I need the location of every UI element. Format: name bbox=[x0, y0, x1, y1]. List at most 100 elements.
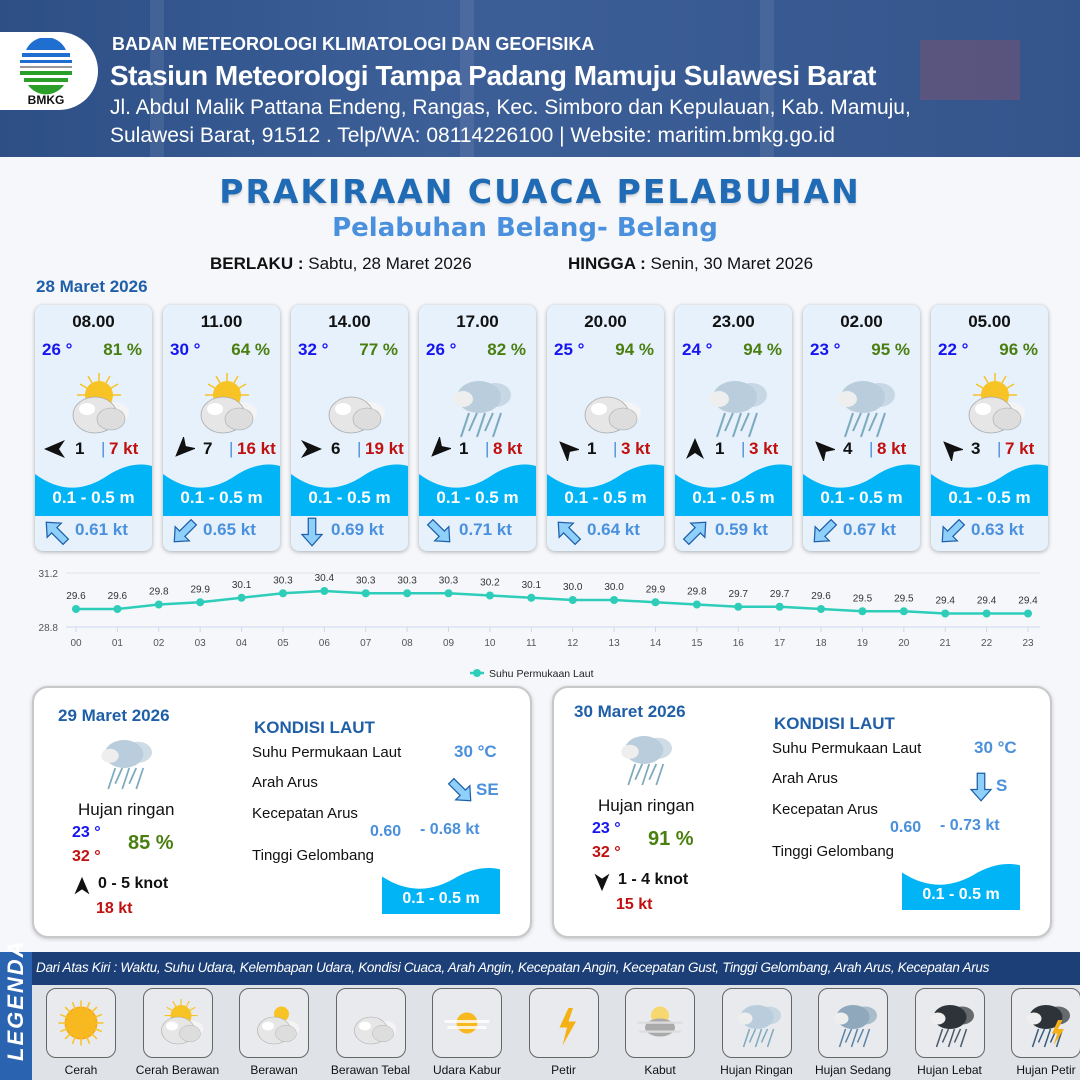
wind-speed: 1 bbox=[459, 439, 469, 458]
x-tick-label: 14 bbox=[650, 638, 662, 649]
gust-speed: 19 kt bbox=[365, 439, 404, 458]
legend-label: Hujan Ringan bbox=[720, 1063, 793, 1077]
x-tick-label: 19 bbox=[857, 638, 869, 649]
wind-speed: 1 bbox=[75, 439, 85, 458]
weather-condition bbox=[439, 365, 519, 445]
legend-title: LEGENDA bbox=[3, 939, 28, 1061]
wave-height: 0.1 - 0.5 m bbox=[436, 488, 519, 507]
header-banner: BMKG BADAN METEOROLOGI KLIMATOLOGI DAN G… bbox=[0, 0, 1080, 157]
sea-condition-heading: KONDISI LAUT bbox=[774, 714, 895, 733]
weather-condition bbox=[609, 722, 679, 797]
hujan-sedang-icon bbox=[833, 1005, 877, 1048]
wind-direction-icon bbox=[686, 438, 704, 459]
forecast-card: 05.00 22 ° 96 % 3 | 7 kt 0.1 - 0.5 m 0.6… bbox=[931, 305, 1048, 551]
humidity: 85 % bbox=[128, 832, 174, 854]
data-point bbox=[320, 587, 329, 595]
valid-from-label: BERLAKU : bbox=[210, 254, 304, 273]
sea-surface-temperature-chart: 31.2 28.8 29.6 00 29.6 01 29.8 02 29.9 03 30.1 04 30… bbox=[39, 569, 1040, 680]
air-temperature: 30 ° bbox=[170, 340, 201, 359]
gust-speed: 15 kt bbox=[616, 896, 653, 913]
wave-graphic bbox=[902, 860, 1020, 910]
data-point bbox=[734, 602, 743, 611]
berawan-icon bbox=[257, 1006, 300, 1045]
gust-speed: 3 kt bbox=[749, 439, 779, 458]
bmkg-logo: BMKG bbox=[0, 32, 98, 110]
wave-shape bbox=[163, 464, 280, 516]
data-point bbox=[692, 600, 701, 609]
x-tick-label: 18 bbox=[815, 638, 827, 649]
data-label: 30.2 bbox=[480, 578, 500, 589]
forecast-card: 14.00 32 ° 77 % 6 | 19 kt 0.1 - 0.5 m 0.… bbox=[291, 305, 408, 551]
data-label: 30.4 bbox=[315, 573, 335, 584]
wave-shape bbox=[675, 464, 792, 516]
wave-height: 0.1 - 0.5 m bbox=[308, 488, 391, 507]
wave-height: 0.1 - 0.5 m bbox=[948, 488, 1031, 507]
wave-graphic bbox=[35, 460, 152, 516]
forecast-card: 17.00 26 ° 82 % 1 | 8 kt 0.1 - 0.5 m 0.7… bbox=[419, 305, 536, 551]
separator: | bbox=[997, 439, 1002, 458]
data-label: 30.3 bbox=[397, 575, 417, 586]
gust-speed: 3 kt bbox=[621, 439, 651, 458]
data-point bbox=[361, 589, 370, 598]
humidity: 64 % bbox=[231, 340, 270, 359]
valid-to-label: HINGGA : bbox=[568, 254, 646, 273]
air-temperature: 23 ° bbox=[810, 340, 841, 359]
valid-from-date: Sabtu, 28 Maret 2026 bbox=[308, 254, 472, 273]
wind-info: 4 | 8 kt bbox=[809, 437, 917, 461]
udara-kabur-icon bbox=[444, 1012, 490, 1034]
wind-info: 3 | 7 kt bbox=[937, 437, 1045, 461]
valid-from: BERLAKU : Sabtu, 28 Maret 2026 bbox=[210, 254, 472, 274]
gust-speed: 7 kt bbox=[1005, 439, 1035, 458]
legend-label: Petir bbox=[551, 1063, 576, 1077]
forecast-card: 08.00 26 ° 81 % 1 | 7 kt 0.1 - 0.5 m 0.6… bbox=[35, 305, 152, 551]
wind-info: 1 | 3 kt bbox=[681, 437, 789, 461]
current-speed-label: Kecepatan Arus bbox=[252, 805, 358, 822]
current-direction bbox=[41, 517, 71, 551]
logo-text: BMKG bbox=[28, 93, 65, 107]
sea-condition-heading: KONDISI LAUT bbox=[254, 718, 375, 737]
legend-side-label: LEGENDA bbox=[0, 939, 32, 1080]
wave-height: 0.1 - 0.5 m bbox=[564, 488, 647, 507]
legend-icon-box bbox=[914, 988, 985, 1058]
wind-speed: 1 bbox=[715, 439, 725, 458]
data-point bbox=[1024, 609, 1032, 618]
hujan-ringan-icon bbox=[101, 740, 152, 790]
forecast-time: 23.00 bbox=[712, 312, 755, 331]
data-point bbox=[113, 605, 122, 613]
day-date: 30 Maret 2026 bbox=[574, 702, 686, 721]
data-label: 29.4 bbox=[1018, 596, 1038, 607]
wind-speed: 4 bbox=[843, 439, 853, 458]
cerah-berawan-icon bbox=[72, 373, 129, 434]
wave-graphic bbox=[547, 460, 664, 516]
forecast-time: 02.00 bbox=[840, 312, 883, 331]
legend-label: Suhu Permukaan Laut bbox=[489, 668, 594, 680]
forecast-time: 17.00 bbox=[456, 312, 499, 331]
current-direction-icon bbox=[941, 518, 966, 543]
y-tick-label: 31.2 bbox=[39, 569, 59, 580]
current-direction-icon bbox=[557, 521, 582, 546]
legend-icon-box bbox=[239, 988, 309, 1058]
data-label: 29.6 bbox=[108, 591, 128, 602]
data-label: 30.0 bbox=[563, 582, 583, 593]
condition-text: Hujan ringan bbox=[598, 796, 695, 815]
wind-info: 7 | 16 kt bbox=[169, 437, 277, 461]
temp-min: 23 ° bbox=[72, 824, 101, 841]
legend-icon-box bbox=[721, 988, 792, 1058]
port-name: Pelabuhan Belang- Belang bbox=[332, 213, 718, 243]
legend-label: Cerah Berawan bbox=[135, 1063, 220, 1077]
legend-icon-box bbox=[142, 988, 213, 1058]
data-point bbox=[610, 596, 619, 604]
wind-info: 1 | 7 kt bbox=[41, 437, 149, 461]
wind-info bbox=[592, 872, 612, 892]
separator: | bbox=[485, 439, 490, 458]
current-speed: 0.61 kt bbox=[75, 520, 128, 539]
weather-condition bbox=[823, 365, 903, 445]
current-direction-icon bbox=[813, 518, 838, 543]
legend-description: Dari Atas Kiri : Waktu, Suhu Udara, Kele… bbox=[32, 952, 1080, 985]
valid-to: HINGGA : Senin, 30 Maret 2026 bbox=[568, 254, 813, 274]
berawan-tebal-icon bbox=[584, 396, 641, 434]
legend-label: Udara Kabur bbox=[432, 1063, 502, 1077]
forecast-time: 11.00 bbox=[200, 312, 243, 331]
forecast-card: 23.00 24 ° 94 % 1 | 3 kt 0.1 - 0.5 m 0.5… bbox=[675, 305, 792, 551]
day-forecast-panel: 30 Maret 2026 Hujan ringan 23 ° 32 ° 91 … bbox=[552, 686, 1052, 938]
